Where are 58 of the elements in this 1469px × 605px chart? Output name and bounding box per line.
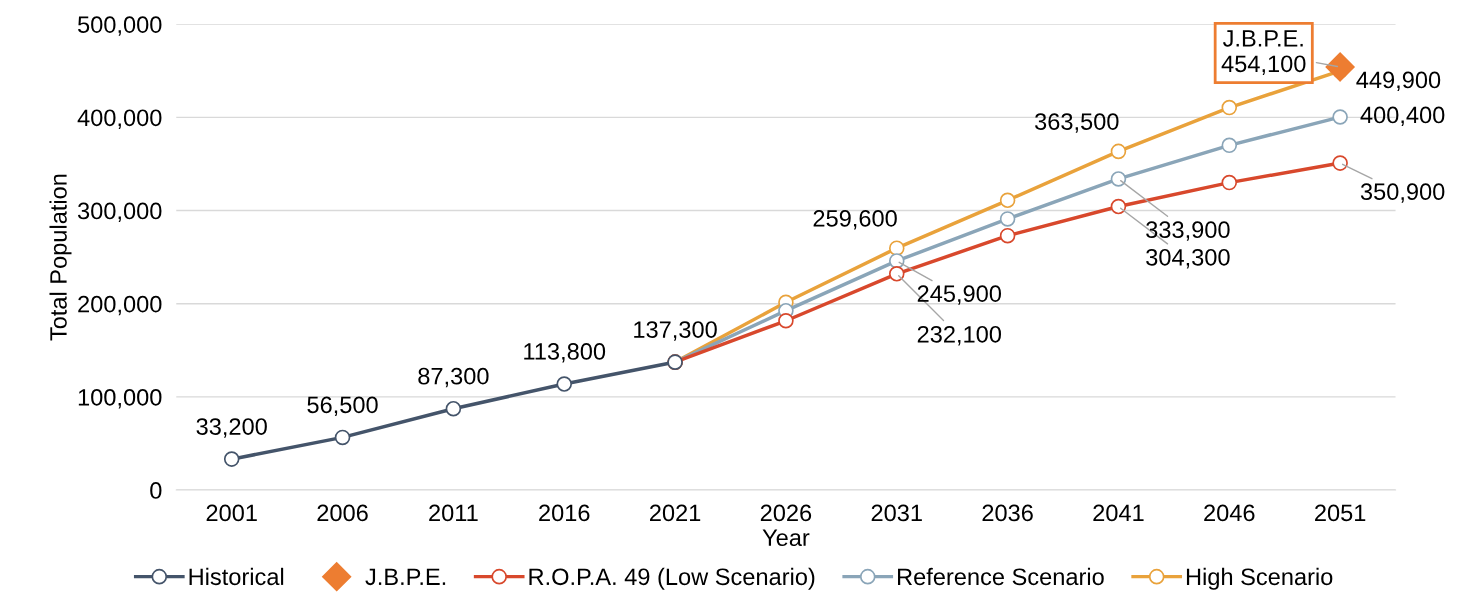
point [1332,155,1348,171]
x-tick-label: 2016 [539,504,590,522]
point [1110,143,1127,160]
data-label: 449,900 [1356,71,1441,92]
data-label: 113,800 [524,343,606,363]
point [888,240,905,256]
data-label: J.B.P.E. 454,100 [1221,30,1306,75]
y-tick-label: 500,000 [78,16,162,36]
point [1110,198,1127,215]
data-label: 400,400 [1360,106,1445,127]
y-tick-label: 200,000 [78,295,162,316]
point [999,211,1016,227]
x-axis-title: Year [762,529,810,547]
point [1325,52,1355,82]
y-tick-label: 0 [150,482,162,499]
x-tick-label: 2011 [429,504,478,522]
point [778,312,794,329]
point [1221,99,1238,116]
data-label: 304,300 [1146,248,1230,269]
data-label: 87,300 [418,367,489,388]
legend-label: Historical [189,567,284,586]
x-tick-label: 2021 [650,504,701,522]
y-axis-title: Total Population [49,174,72,341]
data-label: 232,100 [917,325,1002,346]
data-label: 333,900 [1146,221,1230,241]
x-tick-label: 2026 [760,504,812,522]
data-label: 363,500 [1035,113,1119,133]
point [999,227,1016,244]
point [556,376,573,392]
legend-label: J.B.P.E. [365,568,446,586]
data-label: 245,900 [917,285,1002,305]
y-tick-label: 300,000 [77,202,162,223]
data-label: 33,200 [196,418,267,438]
data-label: 137,300 [634,321,717,341]
y-tick-label: 400,000 [77,109,162,129]
legend-label: Reference Scenario [898,567,1104,586]
point [999,192,1016,209]
point [888,266,905,282]
point [223,451,240,467]
point [1332,109,1348,125]
point [445,400,462,417]
point [334,429,351,446]
x-tick-label: 2031 [871,504,922,522]
x-tick-label: 2051 [1315,504,1366,522]
x-tick-label: 2001 [206,504,257,522]
legend-label: R.O.P.A. 49 (Low Scenario) [529,567,815,590]
legend-label: High Scenario [1186,567,1333,590]
x-tick-label: 2036 [982,504,1033,522]
point [1221,174,1238,191]
x-tick-label: 2041 [1093,504,1144,522]
y-tick-label: 100,000 [78,388,162,409]
data-label: 259,600 [813,210,897,230]
x-tick-label: 2046 [1204,504,1255,522]
point [1221,137,1238,154]
data-label: 56,500 [307,396,378,416]
data-label: 350,900 [1360,183,1445,203]
point [1110,171,1127,187]
x-tick-label: 2006 [317,504,368,522]
